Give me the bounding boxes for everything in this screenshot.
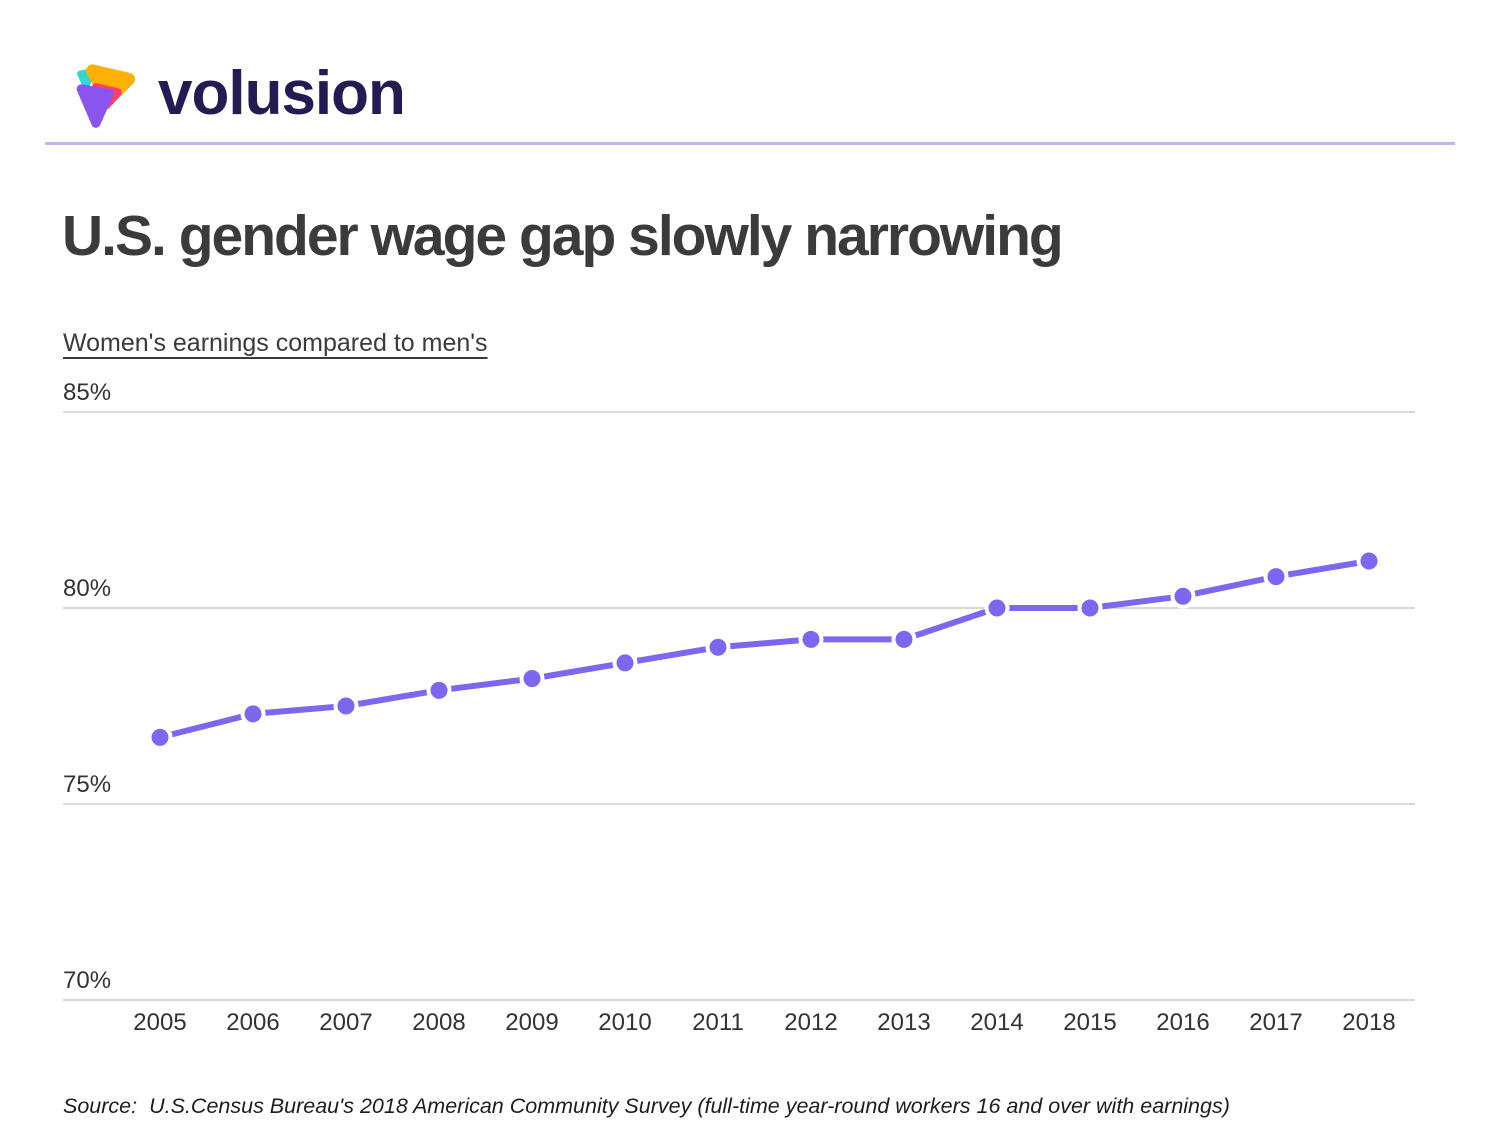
x-axis-label-2018: 2018 — [1342, 1009, 1396, 1036]
chart-subtitle: Women's earnings compared to men's — [63, 329, 488, 357]
x-axis-label-2016: 2016 — [1156, 1009, 1210, 1036]
y-axis-label-80%: 80% — [63, 575, 112, 602]
data-point-2014 — [984, 595, 1010, 621]
y-axis-label-75%: 75% — [63, 771, 112, 798]
page-header: volusion — [0, 0, 1500, 145]
chart-title: U.S. gender wage gap slowly narrowing — [62, 204, 1064, 268]
source-label: Source: — [63, 1093, 138, 1118]
x-axis-label-2013: 2013 — [877, 1009, 931, 1036]
header-divider — [45, 142, 1455, 145]
data-point-2008 — [426, 677, 452, 703]
volusion-logo: volusion — [70, 59, 406, 136]
data-point-2018 — [1356, 548, 1382, 574]
y-axis-label-85%: 85% — [63, 379, 112, 406]
data-point-2013 — [891, 626, 917, 652]
x-axis-label-2014: 2014 — [970, 1009, 1024, 1036]
x-axis-label-2017: 2017 — [1249, 1009, 1303, 1036]
x-axis-label-2006: 2006 — [226, 1009, 280, 1036]
data-point-2012 — [798, 626, 824, 652]
x-axis-label-2010: 2010 — [598, 1009, 652, 1036]
data-point-2009 — [519, 666, 545, 692]
data-point-2015 — [1077, 595, 1103, 621]
source-text: U.S.Census Bureau's 2018 American Commun… — [149, 1093, 1230, 1118]
volusion-logo-wordmark: volusion — [158, 59, 406, 128]
x-axis-label-2012: 2012 — [784, 1009, 838, 1036]
x-axis-label-2009: 2009 — [505, 1009, 559, 1036]
data-point-2016 — [1170, 583, 1196, 609]
x-axis-label-2011: 2011 — [692, 1009, 744, 1036]
data-point-2010 — [612, 650, 638, 676]
data-point-2006 — [240, 701, 266, 727]
x-axis-label-2015: 2015 — [1063, 1009, 1117, 1036]
source-note: Source: U.S.Census Bureau's 2018 American… — [63, 1094, 1230, 1119]
x-axis-label-2005: 2005 — [133, 1009, 187, 1036]
data-point-2007 — [333, 693, 359, 719]
x-axis-label-2008: 2008 — [412, 1009, 466, 1036]
x-axis-label-2007: 2007 — [319, 1009, 373, 1036]
data-point-2011 — [705, 634, 731, 660]
y-axis-label-70%: 70% — [63, 967, 112, 994]
series-line — [157, 558, 1372, 741]
data-point-2017 — [1263, 564, 1289, 590]
data-point-2005 — [147, 724, 173, 750]
volusion-triangle-logo-icon — [76, 64, 136, 128]
